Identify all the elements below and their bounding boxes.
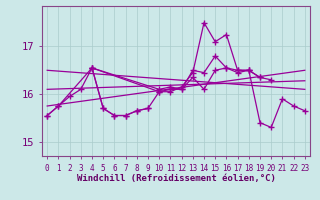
X-axis label: Windchill (Refroidissement éolien,°C): Windchill (Refroidissement éolien,°C) <box>76 174 276 183</box>
